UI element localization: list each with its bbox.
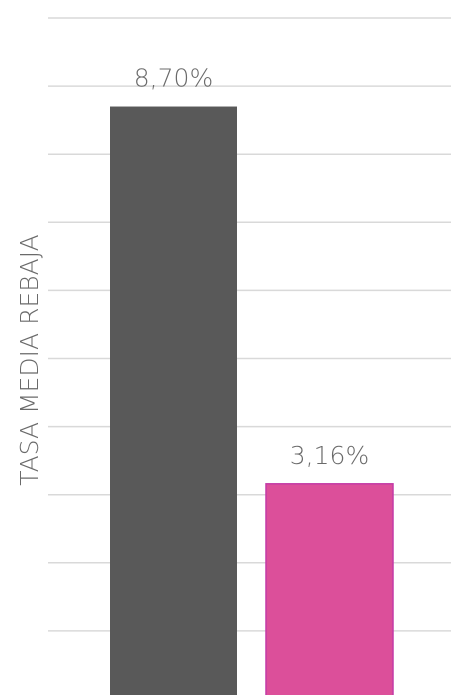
value-label: 8,70% (134, 64, 213, 93)
value-label: 3,16% (290, 441, 369, 470)
bar (265, 483, 394, 695)
bar (110, 106, 237, 695)
y-axis-label: TASA MEDIA REBAJA (15, 234, 44, 486)
